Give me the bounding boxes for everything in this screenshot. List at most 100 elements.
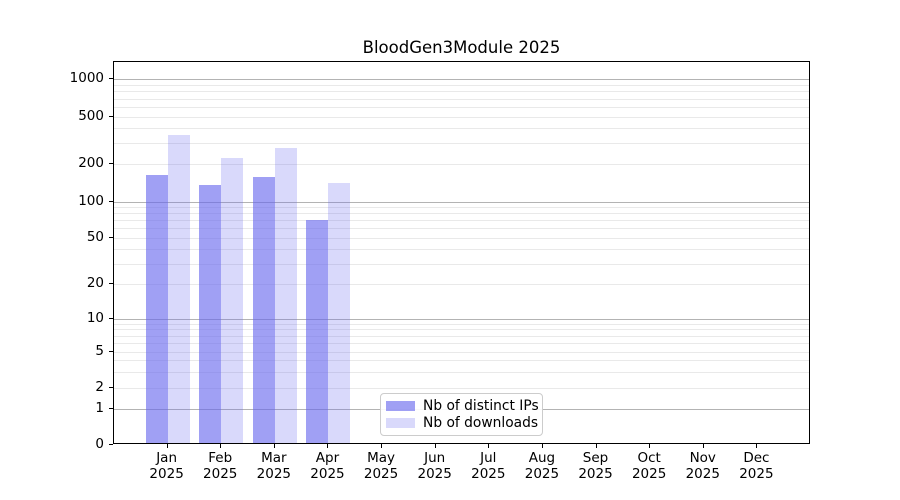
x-tick-year: 2025: [578, 465, 613, 482]
x-tick-mark: [273, 444, 275, 448]
minor-gridline: [114, 351, 809, 353]
bar-distinct-ips-apr: [306, 219, 329, 443]
legend-row: Nb of distinct IPs: [386, 398, 539, 414]
x-tick-label: Jan 2025: [137, 450, 197, 482]
minor-gridline: [114, 329, 809, 331]
minor-gridline: [114, 107, 809, 108]
y-tick-mark: [109, 444, 113, 445]
x-tick-year: 2025: [363, 465, 399, 482]
x-tick-label: Jul 2025: [458, 450, 518, 482]
x-tick-month: Feb: [208, 450, 233, 466]
bar-downloads-mar: [274, 147, 297, 443]
y-tick-mark: [109, 386, 113, 388]
bar-downloads-feb: [221, 157, 244, 443]
x-tick-mark: [434, 444, 436, 448]
y-tick-label: 2: [95, 378, 104, 395]
x-tick-label: Apr 2025: [297, 450, 357, 482]
x-tick-month: Mar: [261, 450, 287, 466]
x-tick-month: Apr: [315, 450, 340, 466]
legend-swatch-distinct-ips: [386, 401, 415, 412]
minor-gridline: [114, 360, 809, 362]
minor-gridline: [114, 228, 809, 230]
minor-gridline: [114, 143, 809, 145]
x-tick-month: Sep: [582, 450, 609, 466]
bar-downloads-apr: [328, 182, 351, 443]
y-tick-label: 0: [95, 436, 104, 452]
x-tick-mark: [541, 444, 543, 448]
x-tick-year: 2025: [524, 465, 560, 482]
x-tick-mark: [381, 444, 383, 448]
x-tick-mark: [649, 444, 651, 448]
minor-gridline: [114, 207, 809, 209]
major-gridline: [114, 319, 809, 320]
x-tick-mark: [702, 444, 704, 448]
x-tick-month: Oct: [637, 450, 661, 466]
minor-gridline: [114, 220, 809, 222]
bar-downloads-jan: [167, 135, 190, 443]
x-tick-year: 2025: [256, 465, 292, 482]
x-tick-mark: [327, 444, 329, 448]
x-tick-label: Jun 2025: [405, 450, 465, 482]
minor-gridline: [114, 342, 809, 344]
bar-distinct-ips-jan: [145, 175, 168, 443]
x-tick-year: 2025: [417, 465, 452, 482]
minor-gridline: [114, 238, 809, 239]
x-tick-label: Sep 2025: [566, 450, 626, 482]
x-tick-month: Jul: [480, 450, 497, 466]
y-tick-label: 20: [86, 275, 104, 291]
x-tick-mark: [220, 444, 222, 448]
y-tick-mark: [109, 116, 113, 117]
minor-gridline: [114, 84, 809, 86]
y-tick-mark: [109, 200, 113, 202]
x-tick-month: Jun: [424, 450, 446, 466]
x-tick-label: Aug 2025: [512, 450, 572, 482]
x-tick-label: Dec 2025: [726, 450, 786, 482]
x-tick-year: 2025: [203, 465, 238, 482]
y-tick-mark: [109, 163, 113, 164]
y-tick-mark: [109, 408, 113, 409]
x-tick-year: 2025: [631, 465, 667, 482]
minor-gridline: [114, 91, 809, 93]
x-tick-mark: [166, 444, 168, 448]
x-tick-year: 2025: [310, 465, 345, 482]
y-tick-label: 10: [86, 310, 104, 326]
x-tick-year: 2025: [739, 465, 774, 482]
legend-row: Nb of downloads: [386, 415, 538, 431]
minor-gridline: [114, 117, 809, 118]
y-tick-label: 50: [86, 229, 104, 245]
x-tick-mark: [488, 444, 490, 448]
x-tick-mark: [756, 444, 758, 448]
x-tick-label: May 2025: [351, 450, 411, 482]
major-gridline: [114, 201, 809, 203]
x-tick-label: Feb 2025: [190, 450, 250, 482]
x-tick-year: 2025: [149, 465, 184, 482]
minor-gridline: [114, 335, 809, 337]
x-tick-year: 2025: [471, 465, 506, 482]
x-tick-label: Oct 2025: [619, 450, 679, 482]
y-tick-label: 500: [78, 108, 104, 124]
y-tick-label: 200: [78, 155, 104, 171]
minor-gridline: [114, 263, 809, 265]
bar-distinct-ips-feb: [199, 185, 222, 443]
x-tick-month: Aug: [528, 450, 556, 466]
y-tick-mark: [109, 283, 113, 284]
legend: Nb of distinct IPs Nb of downloads: [380, 393, 543, 436]
minor-gridline: [114, 323, 809, 325]
y-tick-label: 5: [95, 342, 104, 359]
minor-gridline: [114, 249, 809, 251]
y-tick-label: 1: [95, 400, 104, 416]
major-gridline: [114, 79, 809, 80]
minor-gridline: [114, 128, 809, 130]
legend-swatch-downloads: [386, 417, 415, 428]
y-tick-mark: [109, 318, 113, 319]
plot-area: [113, 61, 810, 444]
x-tick-mark: [595, 444, 597, 448]
minor-gridline: [114, 387, 809, 389]
y-tick-label: 100: [78, 192, 104, 209]
y-tick-mark: [109, 78, 113, 79]
minor-gridline: [114, 213, 809, 215]
minor-gridline: [114, 371, 809, 373]
x-tick-month: Dec: [743, 450, 770, 466]
x-tick-year: 2025: [685, 465, 720, 482]
